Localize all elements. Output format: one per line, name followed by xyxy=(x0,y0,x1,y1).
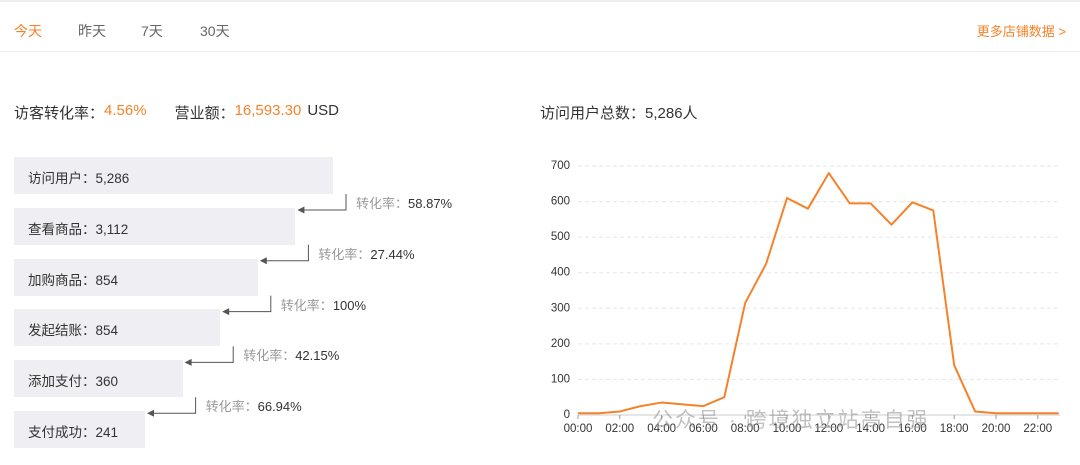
funnel-bar xyxy=(14,207,296,245)
rate-text: 转化率： xyxy=(356,196,409,211)
arrowhead xyxy=(297,206,305,214)
rate-text: 转化率： xyxy=(243,348,296,364)
arrowhead xyxy=(184,358,192,366)
more-link[interactable]: 更多店铺数据 > xyxy=(976,24,1066,39)
x-tick-label: 04:00 xyxy=(647,423,676,435)
conversion-rate: 转化率：100% xyxy=(281,295,366,314)
summary-text: 营业额： xyxy=(174,105,235,122)
y-tick-label: 100 xyxy=(551,373,570,385)
x-tick-label: 00:00 xyxy=(564,423,593,435)
funnel-value: 241 xyxy=(95,425,119,440)
summary-text: 5,286人 xyxy=(645,105,698,122)
tab[interactable]: 今天 xyxy=(14,23,42,39)
x-tick-label: 10:00 xyxy=(773,423,802,435)
rate-text: 66.94% xyxy=(257,399,302,415)
tab[interactable]: 30天 xyxy=(200,23,230,39)
connector xyxy=(228,295,272,313)
funnel-bar xyxy=(14,360,183,398)
x-tick-label: 12:00 xyxy=(814,423,843,435)
rate-text: 27.44% xyxy=(370,246,415,262)
rate-text: 转化率： xyxy=(205,399,258,415)
rate-text: 转化率： xyxy=(318,246,371,262)
x-tick-label: 22:00 xyxy=(1023,423,1052,435)
y-tick-label: 700 xyxy=(551,160,570,172)
x-tick-label: 16:00 xyxy=(898,423,927,435)
funnel-bar xyxy=(14,309,221,347)
funnel-label: 查看商品： xyxy=(28,221,96,237)
tab[interactable]: 昨天 xyxy=(78,23,106,39)
funnel-step: 添加支付：360 xyxy=(28,370,118,390)
connector xyxy=(153,397,197,414)
summary-text: 16,593.30 xyxy=(234,102,302,119)
conversion-rate: 转化率：27.44% xyxy=(318,244,414,263)
y-tick-label: 300 xyxy=(551,302,570,314)
funnel-step: 加购商品：854 xyxy=(28,269,118,289)
tab-bar xyxy=(0,0,1080,52)
y-tick-label: 400 xyxy=(551,267,570,279)
rate-text: 42.15% xyxy=(295,348,340,364)
rate-text: 转化率： xyxy=(280,297,333,313)
connector xyxy=(303,194,347,211)
funnel-step: 支付成功：241 xyxy=(28,421,118,441)
funnel-value: 854 xyxy=(95,323,119,339)
funnel-label: 发起结账： xyxy=(28,323,96,339)
funnel-step: 发起结账：854 xyxy=(28,319,118,339)
conversion-rate: 转化率：66.94% xyxy=(206,396,302,415)
funnel-label: 加购商品： xyxy=(28,272,96,288)
funnel-step: 查看商品：3,112 xyxy=(28,218,128,238)
x-tick-label: 18:00 xyxy=(940,423,969,435)
funnel-value: 5,286 xyxy=(95,171,130,186)
connector xyxy=(190,346,234,363)
rate-text: 58.87% xyxy=(408,196,453,211)
summary-item: 访问用户总数： 5,286人 xyxy=(540,102,698,123)
funnel-connectors xyxy=(147,194,347,417)
conversion-rate: 转化率：42.15% xyxy=(243,345,339,364)
summary-text: 访客转化率： xyxy=(14,105,105,122)
y-tick-label: 0 xyxy=(564,409,570,421)
funnel-label: 添加支付： xyxy=(28,374,96,390)
arrowhead xyxy=(147,409,154,417)
line-chart: 0 100 200 300 400 500 600 700 00:00 02:00 04:00 06:… xyxy=(551,160,1060,435)
summary-text: USD xyxy=(307,102,339,119)
funnel-bar xyxy=(14,411,145,448)
x-tick-label: 14:00 xyxy=(856,423,885,435)
conversion-rate: 转化率：58.87% xyxy=(356,193,452,212)
y-tick-label: 200 xyxy=(551,338,570,350)
connector xyxy=(265,244,309,262)
y-tick-label: 500 xyxy=(551,231,570,243)
funnel-step: 访问用户：5,286 xyxy=(28,167,129,187)
summary-item: 访客转化率： 4.56% 营业额： 16,593.30 USD xyxy=(14,102,339,123)
x-tick-label: 20:00 xyxy=(982,423,1011,435)
summary-text: 访问用户总数： xyxy=(540,105,646,122)
watermark: 公众号 · 跨境独立站高自强 xyxy=(652,409,930,432)
funnel-label: 访问用户： xyxy=(28,171,96,186)
arrowhead xyxy=(259,257,267,265)
x-tick-label: 02:00 xyxy=(605,423,634,435)
funnel-bar xyxy=(14,258,258,296)
funnel-value: 360 xyxy=(95,374,119,390)
rate-text: 100% xyxy=(332,297,367,313)
y-tick-label: 600 xyxy=(551,196,570,208)
x-tick-label: 08:00 xyxy=(731,423,760,435)
funnel-label: 支付成功： xyxy=(28,425,96,440)
tab[interactable]: 7天 xyxy=(141,23,163,39)
x-tick-label: 06:00 xyxy=(689,423,718,435)
funnel-value: 854 xyxy=(95,272,119,288)
funnel-value: 3,112 xyxy=(95,221,129,237)
line-series xyxy=(578,172,1059,415)
funnel-bar xyxy=(14,157,333,194)
arrowhead xyxy=(222,308,230,316)
summary-text: 4.56% xyxy=(104,102,147,119)
